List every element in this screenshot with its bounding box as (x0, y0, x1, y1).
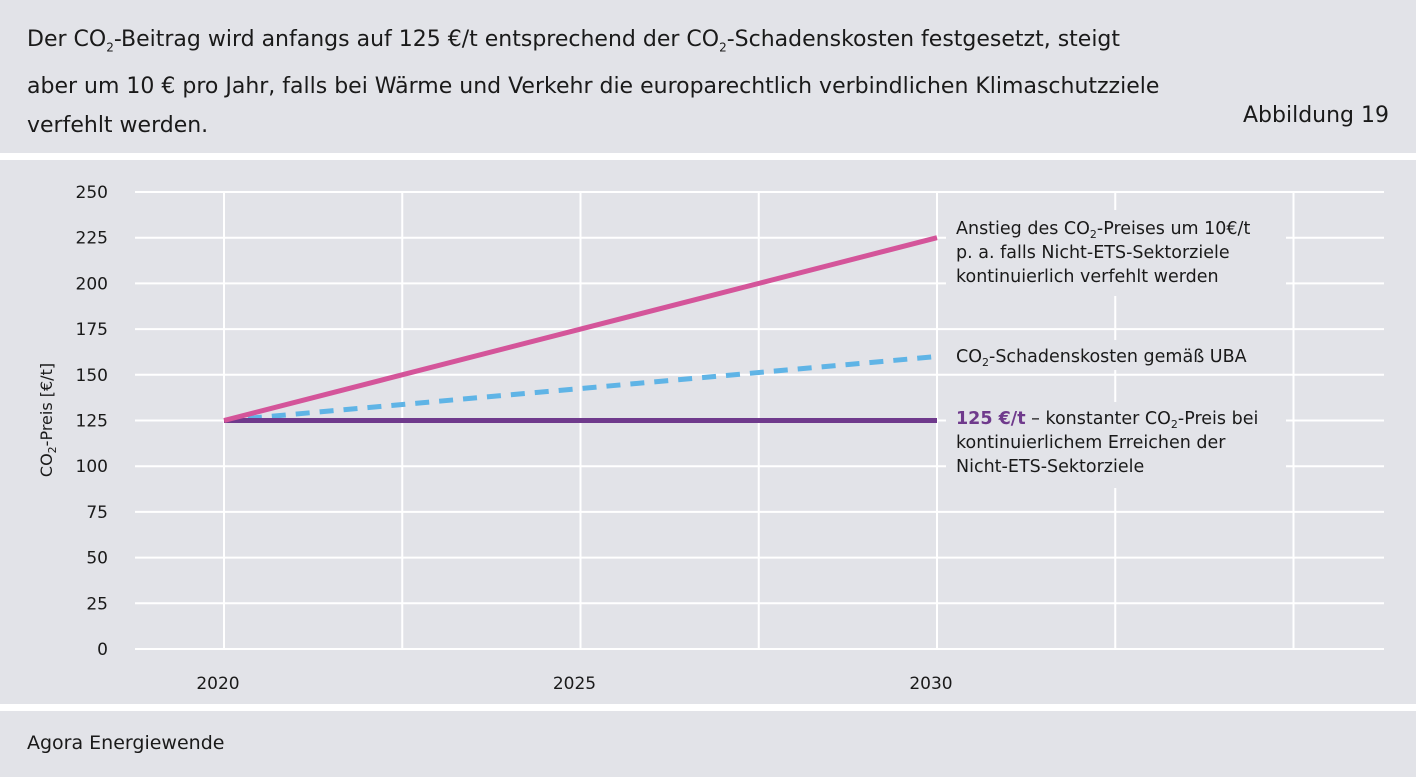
y-tick-label: 175 (76, 320, 108, 340)
figure-number: Abbildung 19 (1242, 103, 1389, 128)
y-tick-label: 100 (76, 457, 108, 477)
y-tick-label: 200 (76, 274, 108, 294)
y-tick-label: 75 (86, 503, 108, 523)
y-tick-label: 0 (97, 640, 108, 660)
x-tick-label: 2030 (909, 674, 952, 694)
y-tick-label: 150 (76, 366, 108, 386)
y-tick-label: 125 (76, 412, 108, 432)
x-tick-label: 2025 (553, 674, 596, 694)
series-line-rising (223, 235, 938, 423)
footer-panel: Agora Energiewende (0, 711, 1416, 777)
source-label: Agora Energiewende (27, 732, 225, 754)
header-panel: Der CO2-Beitrag wird anfangs auf 125 €/t… (0, 0, 1416, 153)
label-bg (946, 210, 1286, 296)
x-tick-label: 2020 (196, 674, 239, 694)
label-bg (946, 402, 1286, 488)
series-label-rising: Anstieg des CO2-Preises um 10€/t p. a. fa… (956, 219, 1250, 287)
label-bg (946, 340, 1286, 370)
y-tick-label: 225 (76, 229, 108, 249)
y-tick-label: 250 (76, 183, 108, 203)
chart-title: Der CO2-Beitrag wird anfangs auf 125 €/t… (27, 27, 1160, 139)
y-tick-label: 25 (86, 594, 108, 614)
series-label-constant: 125 €/t – konstanter CO2-Preis bei kontin… (956, 409, 1258, 477)
y-axis-label: CO2-Preis [€/t] (37, 363, 59, 477)
series-label-uba: CO2-Schadenskosten gemäß UBA (956, 347, 1247, 369)
y-tick-label: 50 (86, 549, 108, 569)
